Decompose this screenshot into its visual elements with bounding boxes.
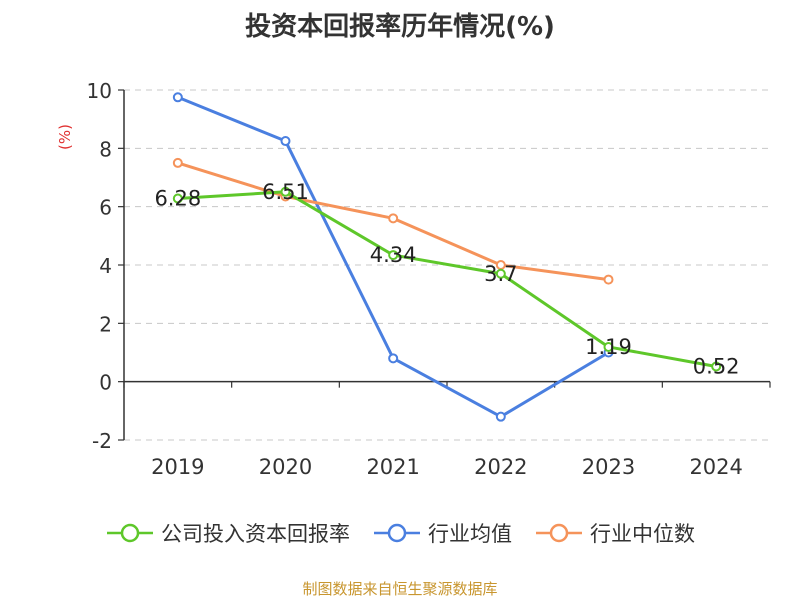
source-note: 制图数据来自恒生聚源数据库 [302, 580, 498, 598]
series-point-1 [280, 136, 291, 147]
legend-label-industry-median: 行业中位数 [590, 522, 695, 546]
x-tick-label: 2019 [151, 455, 204, 479]
legend-item-industry-median[interactable]: 行业中位数 [534, 518, 695, 548]
y-tick-label: 6 [99, 196, 112, 220]
data-label: 6.51 [262, 180, 309, 204]
data-label-layer: 6.28 6.51 4.34 3.7 1.19 0.52 [154, 180, 739, 379]
x-tick-label: 2021 [366, 455, 419, 479]
y-tick-label: 4 [99, 254, 112, 278]
y-tick-label: -2 [92, 429, 112, 453]
y-tick-label: 0 [99, 371, 112, 395]
series-point-0 [388, 250, 399, 261]
x-tick-label: 2024 [689, 455, 742, 479]
legend-item-industry-mean[interactable]: 行业均值 [372, 518, 512, 548]
series-point-0 [603, 341, 614, 352]
series-layer [172, 92, 722, 422]
y-tick-label: 2 [99, 312, 112, 336]
series-line-0 [177, 190, 717, 368]
series-point-2 [172, 157, 183, 168]
data-label: 4.34 [370, 243, 417, 267]
chart-title: 投资本回报率历年情况(%) [245, 12, 555, 42]
series-point-0 [495, 268, 506, 279]
series-point-0 [711, 361, 722, 372]
data-label: 1.19 [585, 335, 632, 359]
data-label: 0.52 [693, 355, 740, 379]
legend-swatch-industry-mean-icon [374, 523, 420, 543]
data-label: 3.7 [484, 262, 517, 286]
x-tick-label: 2022 [474, 455, 527, 479]
series-point-0 [172, 193, 183, 204]
x-tick-label: 2020 [259, 455, 312, 479]
legend-item-company[interactable]: 公司投入资本回报率 [105, 518, 350, 548]
axis-layer: -2 0 2 4 6 8 10 2019 2020 2021 2022 2023 2024 [87, 79, 771, 479]
y-tick-label: 8 [99, 137, 112, 161]
legend-label-company: 公司投入资本回报率 [161, 522, 350, 546]
series-point-1 [388, 353, 399, 364]
legend-swatch-industry-median-icon [536, 523, 582, 543]
series-point-2 [388, 213, 399, 224]
data-label: 6.28 [154, 187, 201, 211]
series-point-1 [172, 92, 183, 103]
x-tick-label: 2023 [582, 455, 635, 479]
legend-label-industry-mean: 行业均值 [428, 522, 512, 546]
legend: 公司投入资本回报率 行业均值 行业中位数 [0, 518, 800, 548]
legend-swatch-company-icon [107, 523, 153, 543]
y-tick-label: 10 [87, 79, 112, 103]
series-point-1 [495, 411, 506, 422]
series-point-0 [280, 186, 291, 197]
series-point-2 [603, 274, 614, 285]
